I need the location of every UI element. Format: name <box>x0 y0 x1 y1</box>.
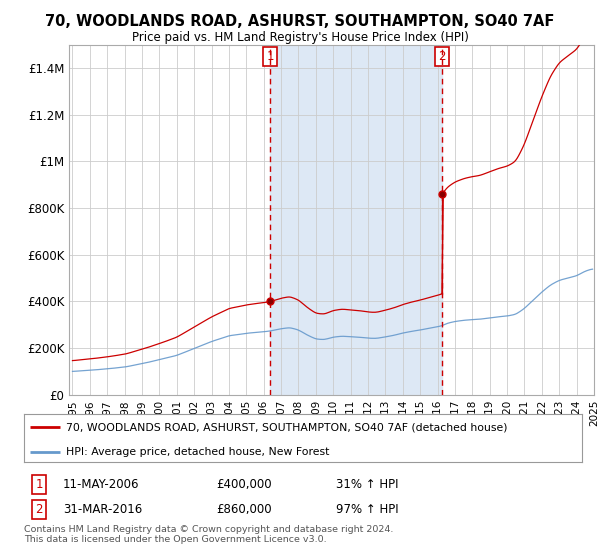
Text: 70, WOODLANDS ROAD, ASHURST, SOUTHAMPTON, SO40 7AF (detached house): 70, WOODLANDS ROAD, ASHURST, SOUTHAMPTON… <box>66 422 508 432</box>
Text: 70, WOODLANDS ROAD, ASHURST, SOUTHAMPTON, SO40 7AF: 70, WOODLANDS ROAD, ASHURST, SOUTHAMPTON… <box>46 14 554 29</box>
Text: HPI: Average price, detached house, New Forest: HPI: Average price, detached house, New … <box>66 446 329 456</box>
Text: 2: 2 <box>35 503 43 516</box>
Text: 31-MAR-2016: 31-MAR-2016 <box>63 503 142 516</box>
Text: £400,000: £400,000 <box>216 478 272 491</box>
Bar <box>270 45 442 395</box>
Text: 1: 1 <box>266 50 274 63</box>
Text: Contains HM Land Registry data © Crown copyright and database right 2024.
This d: Contains HM Land Registry data © Crown c… <box>24 525 394 544</box>
Text: 2: 2 <box>438 50 446 63</box>
Text: 11-MAY-2006: 11-MAY-2006 <box>63 478 139 491</box>
Text: Price paid vs. HM Land Registry's House Price Index (HPI): Price paid vs. HM Land Registry's House … <box>131 31 469 44</box>
Text: 97% ↑ HPI: 97% ↑ HPI <box>336 503 398 516</box>
Text: 1: 1 <box>35 478 43 491</box>
Text: 31% ↑ HPI: 31% ↑ HPI <box>336 478 398 491</box>
Text: £860,000: £860,000 <box>216 503 272 516</box>
